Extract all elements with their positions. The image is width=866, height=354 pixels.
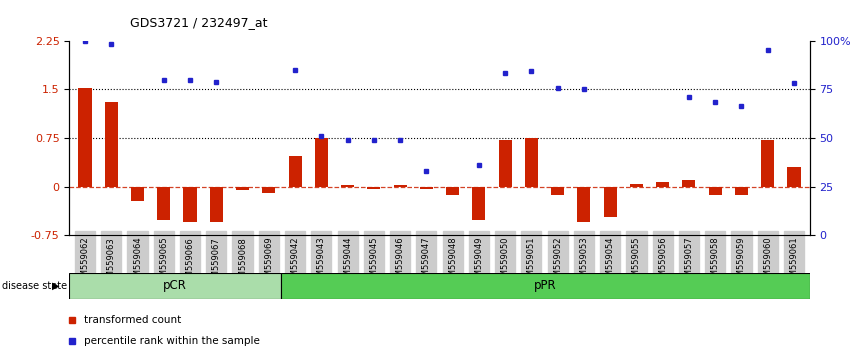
Text: GDS3721 / 232497_at: GDS3721 / 232497_at [130,16,268,29]
Bar [656,182,669,187]
Text: disease state: disease state [2,281,67,291]
Bar [551,187,565,195]
Bar [367,187,380,189]
Bar [314,138,328,187]
Bar [288,156,301,187]
Text: pCR: pCR [163,279,187,292]
Text: transformed count: transformed count [84,315,181,325]
Bar [105,102,118,187]
Bar [630,184,643,187]
Bar [184,187,197,222]
Bar [262,187,275,193]
Bar [158,187,171,221]
Text: pPR: pPR [534,279,557,292]
Bar [446,187,459,195]
Bar [420,187,433,189]
FancyBboxPatch shape [281,273,810,299]
Bar [393,185,407,187]
Bar [341,185,354,187]
Bar [472,187,486,221]
Bar [525,138,538,187]
Bar [236,187,249,190]
Bar [604,187,617,217]
Bar [131,187,144,201]
Bar [761,140,774,187]
Bar [210,187,223,222]
FancyBboxPatch shape [69,273,281,299]
Bar [682,180,695,187]
Bar [79,88,92,187]
Bar [578,187,591,222]
Text: ▶: ▶ [52,281,59,291]
Bar [735,187,748,195]
Bar [708,187,721,195]
Text: percentile rank within the sample: percentile rank within the sample [84,336,260,346]
Bar [787,167,800,187]
Bar [499,140,512,187]
